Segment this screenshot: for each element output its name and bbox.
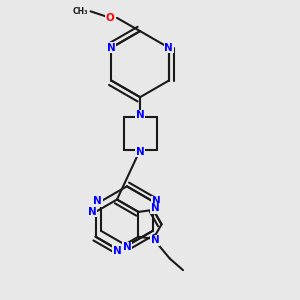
Text: N: N xyxy=(136,110,145,120)
Text: N: N xyxy=(88,207,97,217)
Text: N: N xyxy=(164,43,173,52)
Text: O: O xyxy=(106,13,115,23)
Text: N: N xyxy=(136,147,145,157)
Text: N: N xyxy=(107,43,116,52)
Text: N: N xyxy=(151,203,159,213)
Text: N: N xyxy=(152,196,160,206)
Text: N: N xyxy=(122,242,131,252)
Text: N: N xyxy=(112,246,122,256)
Text: CH₃: CH₃ xyxy=(73,7,88,16)
Text: N: N xyxy=(151,236,159,245)
Text: N: N xyxy=(94,196,102,206)
